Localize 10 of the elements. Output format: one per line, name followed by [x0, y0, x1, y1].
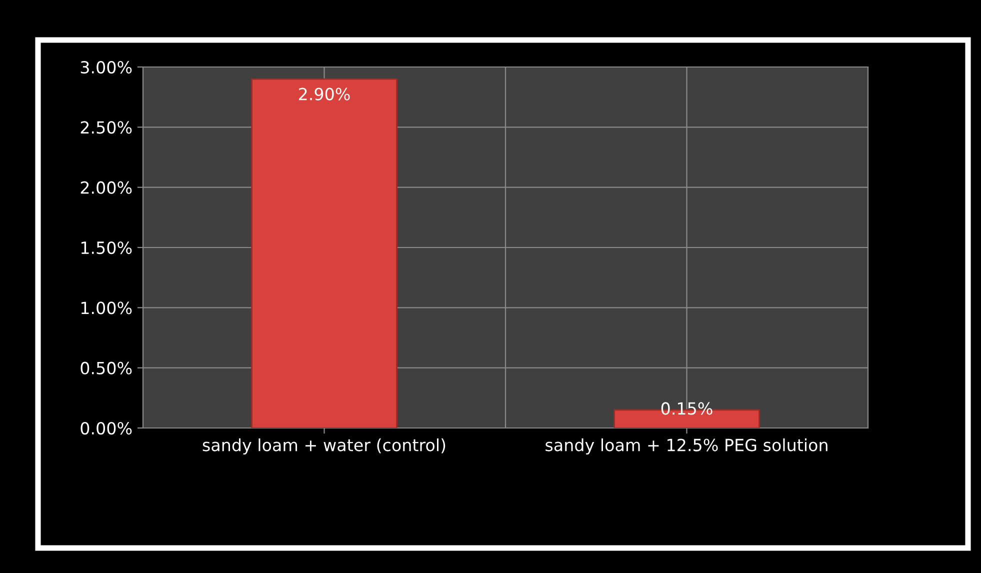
y-tick-label: 2.00%: [80, 181, 132, 194]
x-tick-label: sandy loam + 12.5% PEG solution: [546, 438, 828, 455]
y-tick-label: 0.50%: [80, 362, 132, 374]
y-tick-label: 1.00%: [81, 302, 132, 314]
y-tick-label: 0.00%: [80, 422, 132, 435]
y-tick-label: 1.50%: [81, 241, 132, 254]
data-label: 2.90%: [299, 88, 350, 100]
y-tick-label: 2.50%: [80, 121, 132, 134]
y-tick-label: 3.00%: [80, 60, 132, 74]
x-tick-label: sandy loam + water (control): [202, 438, 446, 455]
